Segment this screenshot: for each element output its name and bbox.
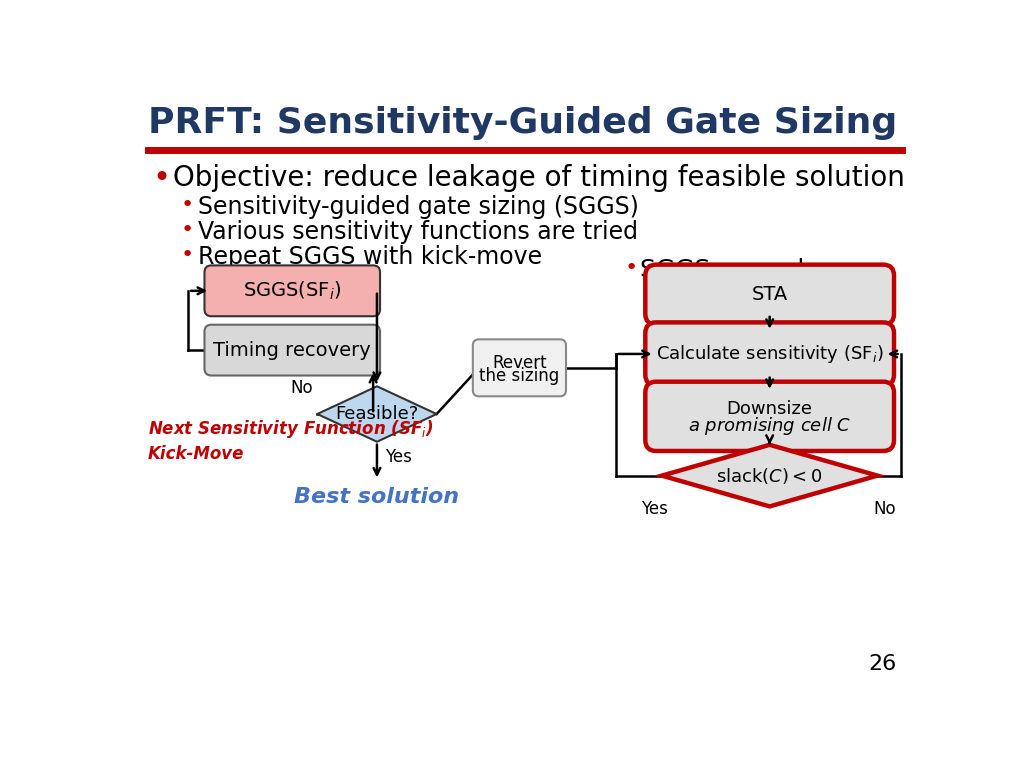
Text: Best solution: Best solution [294,487,460,507]
FancyBboxPatch shape [205,266,380,316]
Text: STA: STA [752,285,787,304]
Text: •: • [180,220,194,240]
Text: Next Sensitivity Function (SF$_i$)
Kick-Move: Next Sensitivity Function (SF$_i$) Kick-… [147,418,433,463]
Text: No: No [873,500,896,518]
Text: •: • [153,164,170,193]
Polygon shape [662,445,878,506]
Text: Timing recovery: Timing recovery [213,341,371,359]
Text: Sensitivity-guided gate sizing (SGGS): Sensitivity-guided gate sizing (SGGS) [199,194,639,219]
Text: •: • [180,194,194,214]
Text: Calculate sensitivity (SF$_i$): Calculate sensitivity (SF$_i$) [655,343,884,365]
Polygon shape [317,386,436,442]
Text: •: • [180,246,194,266]
Text: •: • [625,259,638,279]
FancyBboxPatch shape [645,265,894,325]
FancyBboxPatch shape [645,382,894,451]
Text: SGGS procedure: SGGS procedure [640,259,846,283]
Text: Objective: reduce leakage of timing feasible solution: Objective: reduce leakage of timing feas… [173,164,905,192]
Text: Various sensitivity functions are tried: Various sensitivity functions are tried [199,220,638,244]
Text: Yes: Yes [641,500,668,518]
Text: Yes: Yes [385,448,412,466]
Text: Downsize: Downsize [727,399,813,418]
Text: the sizing: the sizing [479,366,559,385]
FancyBboxPatch shape [205,325,380,376]
Text: 26: 26 [868,654,897,674]
Text: slack$(C)<0$: slack$(C)<0$ [717,465,823,485]
Text: a promising cell $C$: a promising cell $C$ [688,415,851,436]
Text: PRFT: Sensitivity-Guided Gate Sizing: PRFT: Sensitivity-Guided Gate Sizing [147,106,897,140]
Text: No: No [291,379,313,397]
Text: Repeat SGGS with kick-move: Repeat SGGS with kick-move [199,246,543,270]
Text: Feasible?: Feasible? [335,405,419,423]
Text: SGGS(SF$_i$): SGGS(SF$_i$) [243,280,342,302]
Text: Revert: Revert [493,354,547,372]
FancyBboxPatch shape [473,339,566,396]
FancyBboxPatch shape [645,323,894,386]
